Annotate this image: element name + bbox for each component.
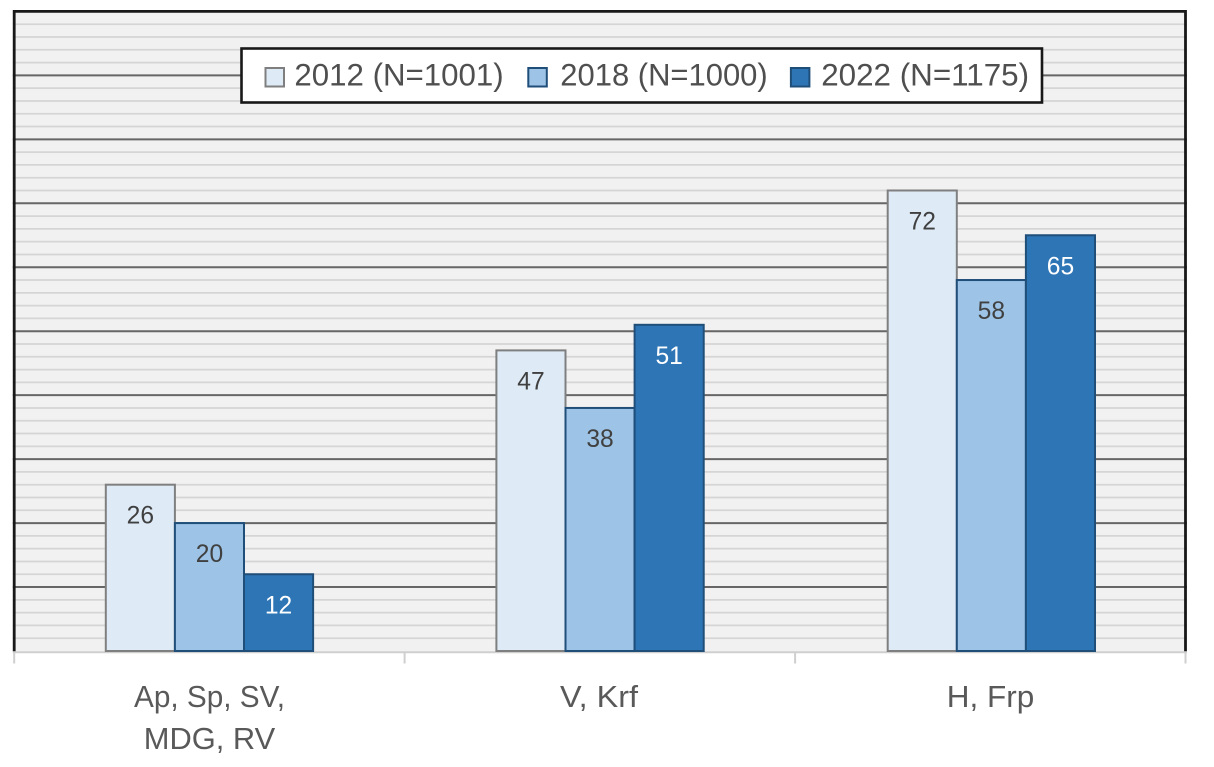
- svg-text:2012 (N=1001): 2012 (N=1001): [294, 57, 503, 93]
- svg-text:H, Frp: H, Frp: [947, 679, 1035, 714]
- svg-text:38: 38: [586, 426, 613, 453]
- svg-text:72: 72: [909, 208, 936, 235]
- svg-text:2022 (N=1175): 2022 (N=1175): [821, 57, 1029, 93]
- svg-text:47: 47: [517, 368, 544, 395]
- svg-text:65: 65: [1047, 253, 1074, 280]
- svg-text:12: 12: [265, 592, 292, 619]
- svg-text:V, Krf: V, Krf: [560, 679, 638, 714]
- svg-text:2018 (N=1000): 2018 (N=1000): [560, 57, 767, 93]
- svg-text:26: 26: [127, 503, 154, 530]
- svg-text:MDG, RV: MDG, RV: [144, 721, 276, 756]
- svg-text:58: 58: [978, 298, 1005, 325]
- svg-text:51: 51: [655, 343, 682, 370]
- svg-text:Ap, Sp, SV,: Ap, Sp, SV,: [134, 679, 285, 714]
- svg-text:20: 20: [196, 541, 223, 568]
